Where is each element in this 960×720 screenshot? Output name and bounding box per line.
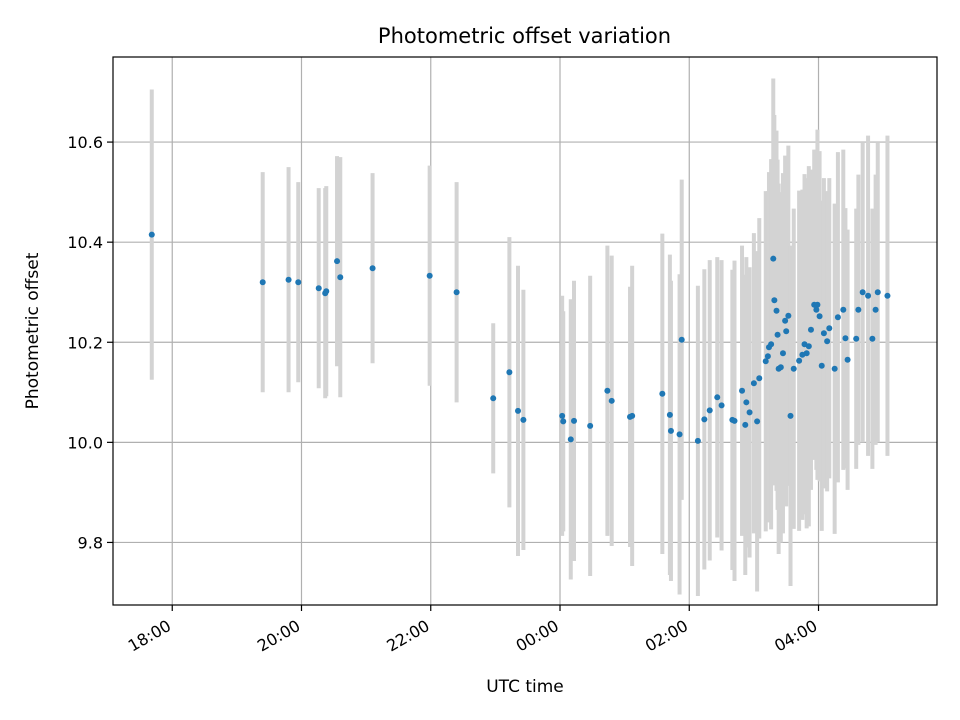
data-point — [842, 335, 849, 342]
data-point — [872, 306, 879, 313]
data-point — [608, 397, 615, 404]
y-tick-label: 10.0 — [67, 433, 103, 452]
data-point — [834, 314, 841, 321]
data-point — [323, 288, 330, 295]
data-point — [790, 365, 797, 372]
data-point — [369, 265, 376, 272]
data-point — [706, 407, 713, 414]
x-axis: 18:00 20:00 22:00 00:00 02:00 04:00 — [125, 605, 821, 656]
data-point — [743, 399, 750, 406]
data-point — [560, 418, 567, 425]
data-point — [714, 394, 721, 401]
data-point — [768, 341, 775, 348]
data-point — [506, 369, 513, 376]
data-point — [676, 431, 683, 438]
data-point — [859, 289, 866, 296]
data-point — [315, 285, 322, 292]
data-point — [559, 412, 566, 419]
data-point — [814, 301, 821, 308]
data-point — [756, 375, 763, 382]
data-point — [742, 421, 749, 428]
data-point — [813, 306, 820, 313]
x-tick-label: 04:00 — [771, 616, 820, 656]
data-point — [259, 279, 266, 286]
data-point — [807, 326, 814, 333]
data-point — [285, 276, 292, 283]
data-point — [779, 350, 786, 357]
data-point — [787, 412, 794, 419]
data-point — [785, 312, 792, 319]
data-point — [844, 356, 851, 363]
data-point — [746, 409, 753, 416]
data-point — [774, 331, 781, 338]
data-point — [818, 362, 825, 369]
x-tick-label: 22:00 — [383, 616, 432, 656]
y-tick-label: 9.8 — [78, 533, 103, 552]
data-point — [587, 422, 594, 429]
y-axis: 9.8 10.0 10.2 10.4 10.6 — [67, 133, 113, 552]
data-point — [629, 412, 636, 419]
data-point — [771, 297, 778, 304]
data-point — [816, 313, 823, 320]
y-tick-label: 10.4 — [67, 233, 103, 252]
data-point — [754, 418, 761, 425]
data-point — [337, 274, 344, 281]
data-point — [853, 335, 860, 342]
data-point — [750, 380, 757, 387]
y-axis-title: Photometric offset — [23, 252, 43, 409]
data-point — [764, 353, 771, 360]
data-point — [571, 417, 578, 424]
data-point — [567, 436, 574, 443]
data-point — [694, 437, 701, 444]
data-point — [874, 289, 881, 296]
y-tick-label: 10.2 — [67, 333, 103, 352]
data-point — [678, 336, 685, 343]
x-tick-label: 00:00 — [513, 616, 562, 656]
y-tick-label: 10.6 — [67, 133, 103, 152]
data-point — [520, 416, 527, 423]
data-point — [805, 343, 812, 350]
data-point — [820, 330, 827, 337]
data-point — [884, 292, 891, 299]
data-point — [667, 427, 674, 434]
data-point — [718, 402, 725, 409]
data-point — [666, 411, 673, 418]
x-tick-label: 02:00 — [642, 616, 691, 656]
data-point — [148, 231, 155, 238]
data-point — [659, 390, 666, 397]
data-point — [762, 358, 769, 365]
data-point — [782, 317, 789, 324]
data-point — [840, 306, 847, 313]
data-point — [604, 387, 611, 394]
data-point — [855, 306, 862, 313]
x-tick-label: 20:00 — [254, 616, 303, 656]
data-point — [831, 365, 838, 372]
data-point — [869, 335, 876, 342]
plot-frame — [112, 56, 938, 606]
chart-title: Photometric offset variation — [378, 24, 671, 48]
data-point — [295, 279, 302, 286]
data-point — [865, 292, 872, 299]
data-point — [731, 417, 738, 424]
data-point — [490, 395, 497, 402]
data-point — [514, 407, 521, 414]
data-point — [796, 357, 803, 364]
data-point — [701, 416, 708, 423]
data-point — [826, 325, 833, 332]
x-axis-title: UTC time — [486, 677, 564, 697]
data-point — [426, 272, 433, 279]
data-point — [824, 338, 831, 345]
data-point — [334, 258, 341, 265]
data-point — [453, 289, 460, 296]
data-point — [773, 307, 780, 314]
x-tick-label: 18:00 — [125, 616, 174, 656]
data-point — [803, 350, 810, 357]
data-point — [770, 255, 777, 262]
data-point — [739, 387, 746, 394]
data-point — [783, 328, 790, 335]
data-points — [148, 231, 891, 444]
data-point — [777, 364, 784, 371]
